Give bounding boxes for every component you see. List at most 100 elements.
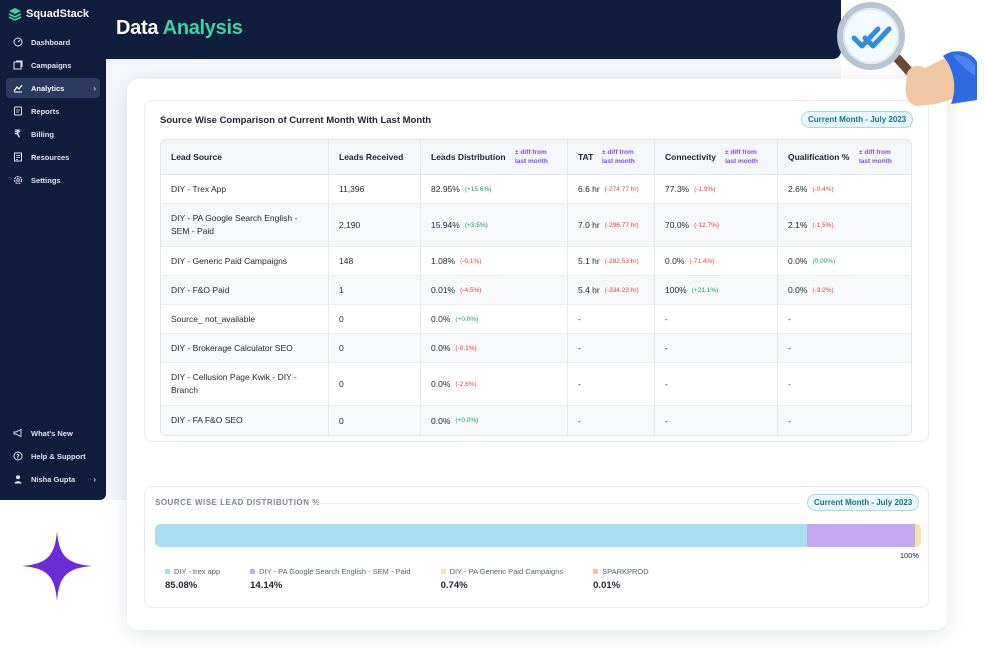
sidebar-item-user-profile[interactable]: Nisha Gupta › bbox=[6, 469, 100, 489]
leads-distribution-cell-value: 82.95% bbox=[431, 184, 460, 194]
tat-cell: - bbox=[568, 305, 655, 333]
connectivity-cell: 70.0% (-12.7%) bbox=[655, 204, 778, 246]
diff-badge: (-2.6%) bbox=[455, 380, 477, 388]
sidebar-item-label: Nisha Gupta bbox=[31, 474, 76, 484]
sidebar-item-whats-new[interactable]: What's New bbox=[6, 423, 100, 443]
divider bbox=[315, 503, 800, 504]
diff-badge: (-0.1%) bbox=[455, 344, 477, 352]
lead-source-cell: DIY - F&O Paid bbox=[161, 276, 329, 304]
diff-badge: (-282.53 hr) bbox=[604, 257, 639, 265]
period-badge[interactable]: Current Month - July 2023 bbox=[801, 111, 914, 128]
legend-item: DIY - trex app 85.08% bbox=[165, 567, 220, 591]
distribution-segment[interactable] bbox=[155, 524, 807, 547]
comparison-panel: Source Wise Comparison of Current Month … bbox=[144, 100, 929, 442]
connectivity-cell: - bbox=[655, 305, 778, 333]
leads-distribution-cell: 15.94% (+3.5%) bbox=[421, 204, 568, 246]
sidebar-nav: Dashboard Campaigns Analytics › Reports … bbox=[6, 32, 100, 193]
diff-badge: (-274.77 hr) bbox=[604, 185, 639, 193]
brand[interactable]: SquadStack bbox=[8, 7, 89, 21]
lead-source-cell: DIY - Brokerage Calculator SEO bbox=[161, 334, 329, 362]
svg-text:?: ? bbox=[16, 453, 20, 460]
distribution-segment[interactable] bbox=[806, 524, 915, 547]
sidebar-item-label: Settings bbox=[31, 175, 61, 185]
sidebar: SquadStack Dashboard Campaigns Analytics… bbox=[0, 0, 106, 500]
tat-cell: 6.6 hr (-274.77 hr) bbox=[568, 175, 655, 203]
legend-value: 14.14% bbox=[250, 580, 283, 591]
sparkle-icon bbox=[22, 531, 92, 601]
legend-value: 85.08% bbox=[165, 580, 198, 591]
leads-received-cell-value: 0 bbox=[339, 415, 344, 426]
leads-received-cell: 0 bbox=[329, 334, 421, 362]
diff-hint: ± diff from last month bbox=[602, 149, 635, 165]
tat-cell-value: 5.4 hr bbox=[578, 285, 600, 295]
diff-badge: (+15.6%) bbox=[464, 185, 492, 193]
chevron-right-icon: › bbox=[93, 83, 96, 93]
diff-badge: (0.00%) bbox=[812, 257, 836, 265]
qualification-cell-value: 0.0% bbox=[788, 256, 808, 266]
qualification-cell: 0.0% (0.00%) bbox=[778, 247, 911, 275]
sidebar-item-campaigns[interactable]: Campaigns bbox=[6, 55, 100, 75]
qualification-cell-value: - bbox=[788, 343, 791, 353]
leads-received-cell: 0 bbox=[329, 406, 421, 435]
legend-label: DIY - PA Google Search English - SEM - P… bbox=[250, 567, 411, 576]
connectivity-cell-value: 70.0% bbox=[665, 220, 690, 230]
sidebar-item-label: Campaigns bbox=[31, 60, 72, 70]
leads-distribution-cell: 0.0% (-0.1%) bbox=[421, 334, 568, 362]
lead-source-cell: DIY - PA Google Search English - SEM - P… bbox=[161, 204, 329, 246]
sidebar-item-help-support[interactable]: ? Help & Support bbox=[6, 446, 100, 466]
sidebar-item-resources[interactable]: Resources bbox=[6, 147, 100, 167]
sidebar-item-settings[interactable]: Settings bbox=[6, 170, 100, 190]
distribution-title: SOURCE WISE LEAD DISTRIBUTION % bbox=[155, 498, 320, 507]
sidebar-item-dashboard[interactable]: Dashboard bbox=[6, 32, 100, 52]
diff-hint: ± diff from last month bbox=[725, 149, 758, 165]
diff-badge: (-4.5%) bbox=[460, 286, 482, 294]
sidebar-item-reports[interactable]: Reports bbox=[6, 101, 100, 121]
leads-received-cell-value: 148 bbox=[339, 256, 354, 266]
table-row: DIY - Cellusion Page Kwik - DIY - Branch… bbox=[161, 363, 911, 406]
reports-icon bbox=[12, 106, 23, 117]
lead-source-cell-value: DIY - Brokerage Calculator SEO bbox=[171, 342, 293, 353]
legend-swatch bbox=[250, 569, 256, 574]
lead-source-cell-value: DIY - FA F&O SEO bbox=[171, 415, 243, 425]
diff-badge: (+0.0%) bbox=[455, 417, 479, 424]
leads-distribution-cell: 0.0% (-2.6%) bbox=[421, 363, 568, 405]
qualification-cell: 0.0% (-3.2%) bbox=[778, 276, 911, 304]
sidebar-item-billing[interactable]: ₹ Billing bbox=[6, 124, 100, 144]
table-header: Lead Source Leads Received Leads Distrib… bbox=[161, 140, 911, 175]
legend-swatch bbox=[440, 569, 446, 574]
diff-badge: (-334.23 hr) bbox=[604, 286, 639, 294]
diff-badge: (+0.0%) bbox=[455, 315, 479, 323]
leads-distribution-cell: 0.01% (-4.5%) bbox=[421, 276, 568, 304]
lead-source-cell: DIY - FA F&O SEO bbox=[161, 406, 329, 435]
diff-badge: (-296.77 hr) bbox=[604, 221, 639, 229]
qualification-cell: - bbox=[778, 334, 911, 362]
qualification-cell-value: - bbox=[788, 415, 791, 426]
connectivity-cell: - bbox=[655, 334, 778, 362]
diff-hint: ± diff from last month bbox=[859, 149, 892, 165]
lead-source-cell-value: DIY - Trex App bbox=[171, 183, 227, 194]
leads-distribution-cell: 0.0% (+0.0%) bbox=[421, 406, 568, 435]
column-header-tat: TAT ± diff from last month bbox=[568, 140, 655, 174]
help-icon: ? bbox=[12, 451, 23, 462]
tat-cell-value: - bbox=[578, 415, 581, 426]
sidebar-item-label: Billing bbox=[31, 129, 54, 139]
diff-badge: (+21.1%) bbox=[691, 286, 719, 294]
legend-item: DIY - PA Google Search English - SEM - P… bbox=[250, 567, 411, 591]
page-title: Data Analysis bbox=[116, 17, 243, 39]
lead-source-cell-value: DIY - PA Google Search English - SEM - P… bbox=[171, 213, 298, 236]
sidebar-item-label: Dashboard bbox=[31, 37, 71, 47]
distribution-panel: SOURCE WISE LEAD DISTRIBUTION % Current … bbox=[144, 486, 929, 608]
distribution-segment[interactable] bbox=[915, 524, 921, 547]
leads-received-cell-value: 2,190 bbox=[339, 220, 361, 230]
leads-received-cell: 0 bbox=[329, 305, 421, 333]
connectivity-cell: 77.3% (-1.9%) bbox=[655, 175, 778, 203]
sidebar-item-analytics[interactable]: Analytics › bbox=[6, 78, 100, 98]
resources-icon bbox=[12, 152, 23, 163]
squadstack-logo-icon bbox=[8, 8, 22, 21]
chevron-right-icon: › bbox=[93, 474, 96, 484]
leads-received-cell: 148 bbox=[329, 247, 421, 275]
qualification-cell-value: - bbox=[788, 379, 791, 389]
connectivity-cell-value: - bbox=[665, 314, 668, 324]
table-row: DIY - PA Google Search English - SEM - P… bbox=[161, 204, 911, 247]
period-badge[interactable]: Current Month - July 2023 bbox=[807, 494, 920, 511]
